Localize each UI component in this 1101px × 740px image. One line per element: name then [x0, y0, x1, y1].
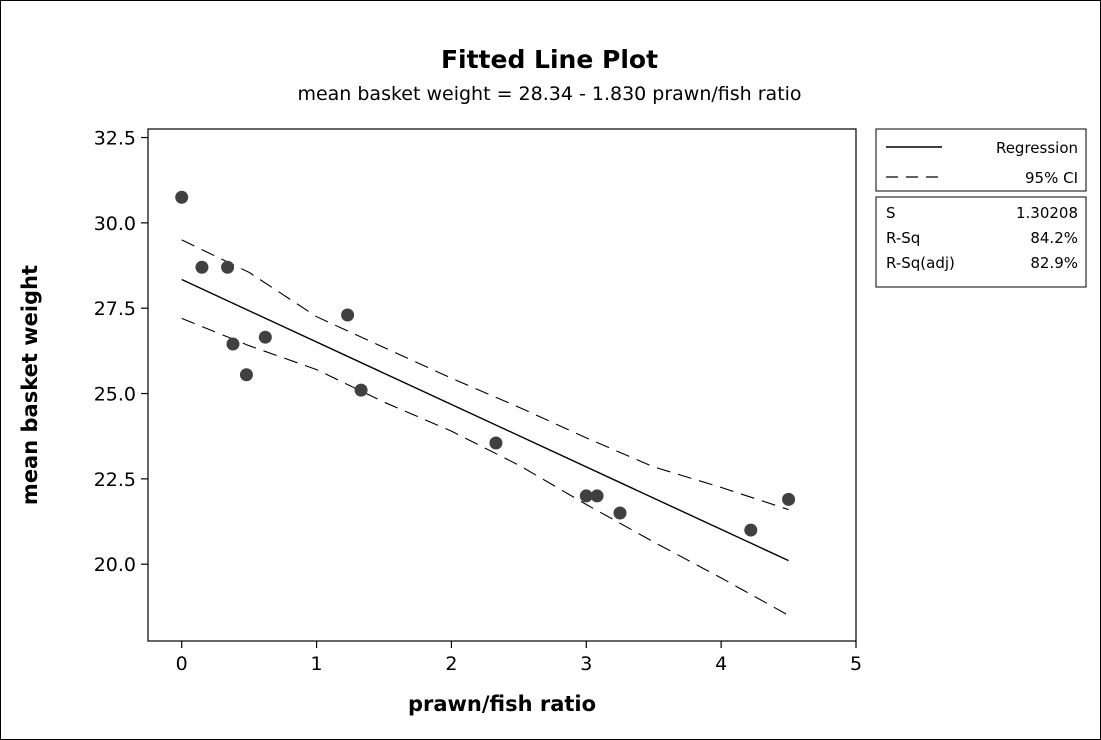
data-point: [175, 190, 189, 204]
data-point: [239, 368, 253, 382]
x-tick-label: 5: [850, 653, 862, 675]
regression-line-group: [181, 278, 789, 562]
y-axis: 20.0 22.5 25.0 27.5 30.0 32.5: [94, 128, 148, 576]
data-point: [579, 489, 593, 503]
y-tick-label: 27.5: [94, 298, 136, 320]
legend-regression-label: Regression: [996, 139, 1078, 157]
x-tick-label: 3: [580, 653, 592, 675]
legend-ci-label: 95% CI: [1025, 169, 1078, 187]
plot-area: [147, 128, 857, 642]
y-tick-label: 22.5: [94, 469, 136, 491]
ci-upper-line: [181, 239, 789, 511]
data-point: [221, 260, 235, 274]
x-tick-label: 0: [176, 653, 188, 675]
stat-rsq-adj-label: R-Sq(adj): [886, 254, 955, 272]
x-tick-label: 4: [715, 653, 727, 675]
x-tick-label: 2: [445, 653, 457, 675]
y-axis-title: mean basket weight: [18, 265, 42, 505]
ci-lines: [181, 239, 789, 616]
y-tick-label: 30.0: [94, 213, 136, 235]
data-points: [175, 190, 796, 537]
stat-rsq-value: 84.2%: [1030, 229, 1078, 247]
stat-rsq-label: R-Sq: [886, 229, 920, 247]
chart-subtitle: mean basket weight = 28.34 - 1.830 prawn…: [297, 83, 802, 105]
legend-box: [875, 128, 1087, 192]
y-tick-label: 25.0: [94, 384, 136, 406]
chart-title: Fitted Line Plot: [440, 45, 659, 74]
x-tick-label: 1: [311, 653, 323, 675]
data-point: [744, 523, 758, 537]
data-point: [782, 492, 796, 506]
stats-box-frame: [875, 196, 1087, 288]
stat-s-value: 1.30208: [1016, 204, 1078, 222]
stats-box: S 1.30208 R-Sq 84.2% R-Sq(adj) 82.9%: [875, 196, 1087, 288]
x-axis: 0 1 2 3 4 5: [176, 641, 862, 675]
stat-s-label: S: [886, 204, 896, 222]
stat-rsq-adj-value: 82.9%: [1030, 254, 1078, 272]
ci-lower-line: [181, 317, 789, 616]
data-point: [341, 308, 355, 322]
regression-line: [181, 278, 789, 562]
x-axis-title: prawn/fish ratio: [408, 692, 596, 716]
data-point: [226, 337, 240, 351]
y-tick-label: 20.0: [94, 554, 136, 576]
data-point: [613, 506, 627, 520]
data-point: [590, 489, 604, 503]
data-point: [258, 330, 272, 344]
data-point: [195, 260, 209, 274]
legend: Regression 95% CI: [875, 128, 1087, 192]
data-point: [354, 383, 368, 397]
y-tick-label: 32.5: [94, 128, 136, 150]
data-point: [489, 436, 503, 450]
